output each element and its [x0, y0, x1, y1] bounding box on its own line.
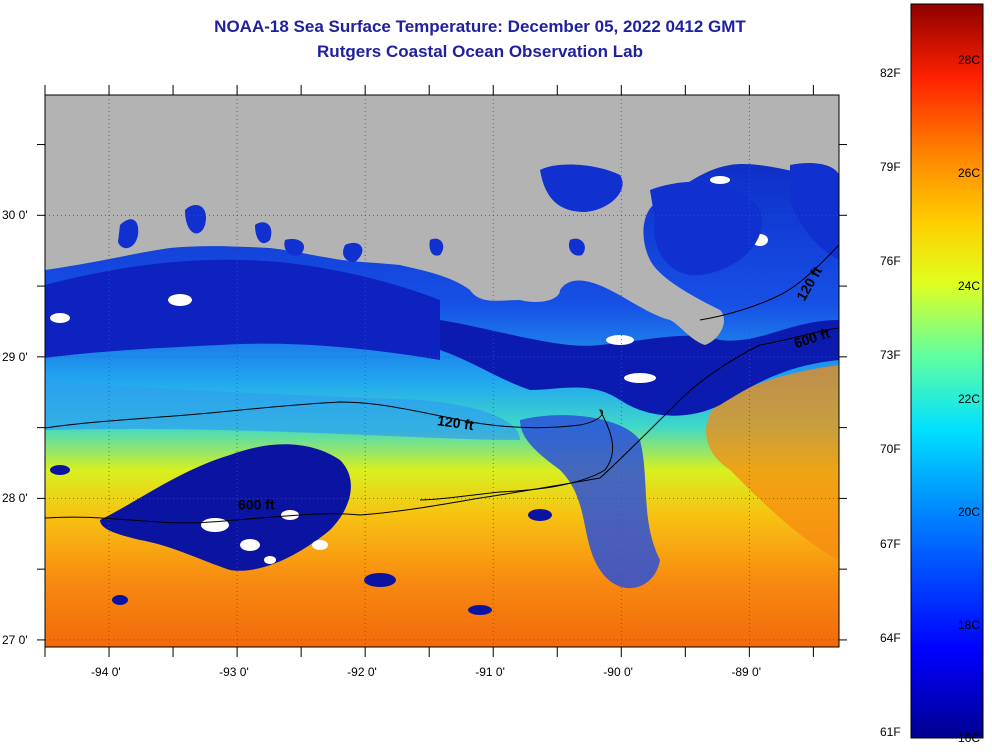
lon-label: -92 0' — [347, 665, 377, 679]
lon-label: -89 0' — [731, 665, 761, 679]
contour-label: 120 ft — [436, 412, 475, 433]
colorbar-f-label: 64F — [880, 630, 901, 645]
colorbar-c-label: 18C — [958, 618, 981, 633]
colorbar-c-label: 16C — [958, 731, 981, 745]
graticule — [45, 95, 839, 647]
lat-label: 30 0' — [2, 208, 28, 223]
cloud-cluster — [100, 444, 351, 571]
contour-label: 600 ft — [238, 497, 275, 513]
colorbar-c-label: 20C — [958, 505, 981, 520]
contour-120ft-west — [44, 401, 614, 501]
chart-title: NOAA-18 Sea Surface Temperature: Decembe… — [214, 17, 746, 36]
deep-blue-delta — [440, 320, 839, 416]
contour-120ft-east — [699, 244, 840, 321]
colorbar-f-label: 82F — [880, 66, 901, 80]
colorbar-f-label: 70F — [880, 442, 901, 457]
colorbar-f-label: 61F — [880, 724, 901, 739]
cool-plume — [520, 415, 660, 589]
colorbar-c-label: 22C — [958, 392, 981, 407]
lat-label: 29 0' — [2, 349, 28, 364]
colorbar-f-label: 73F — [880, 348, 901, 363]
cool-plume-west — [45, 380, 520, 440]
colorbar-f-label: 67F — [880, 536, 901, 551]
colorbar-c-label: 24C — [958, 279, 981, 294]
chart-subtitle: Rutgers Coastal Ocean Observation Lab — [317, 42, 643, 61]
contour-600ft — [44, 327, 840, 524]
colorbar-f-label: 76F — [880, 254, 901, 269]
cold-specks — [50, 465, 552, 615]
land-louisiana — [45, 95, 839, 345]
nearshore-blue — [45, 259, 440, 360]
lon-label: -94 0' — [91, 665, 121, 679]
colorbar — [910, 3, 984, 739]
colorbar-c-label: 26C — [958, 166, 981, 181]
map-frame — [44, 94, 840, 648]
lon-label: -90 0' — [603, 665, 633, 679]
colorbar-f-label: 79F — [880, 160, 901, 175]
colorbar-c-label: 28C — [958, 53, 981, 68]
axis-ticks — [37, 85, 847, 657]
bathymetry-contours — [44, 244, 840, 524]
coastal-lakes — [118, 163, 839, 276]
warm-east — [706, 365, 839, 560]
lon-label: -91 0' — [475, 665, 505, 679]
lat-label: 27 0' — [2, 632, 28, 647]
lat-label: 28 0' — [2, 491, 28, 506]
lon-label: -93 0' — [219, 665, 249, 679]
